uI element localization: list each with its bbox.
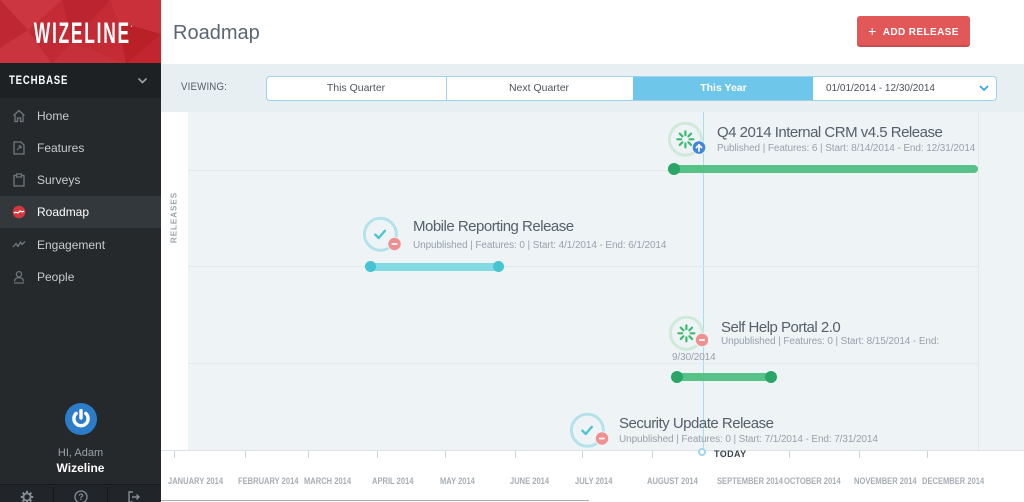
svg-text:?: ? bbox=[78, 492, 84, 502]
